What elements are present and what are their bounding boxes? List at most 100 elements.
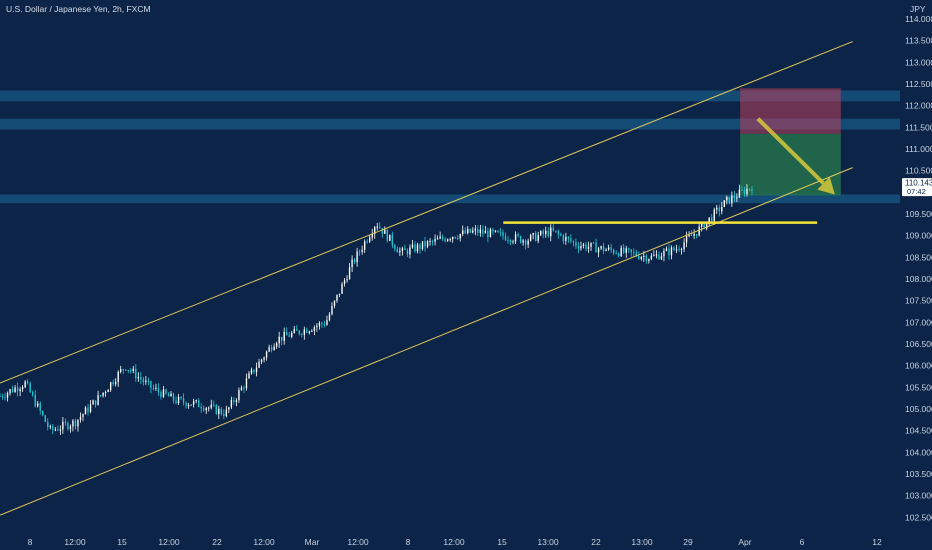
candle bbox=[602, 246, 605, 252]
y-tick-label: 111.500 bbox=[905, 122, 932, 132]
y-tick-label: 114.000 bbox=[905, 14, 932, 24]
candle bbox=[643, 255, 645, 257]
candle bbox=[260, 359, 263, 362]
y-tick-label: 106.500 bbox=[905, 339, 932, 349]
y-tick-label: 107.000 bbox=[905, 317, 932, 327]
candle bbox=[97, 395, 99, 405]
candle bbox=[512, 241, 514, 243]
candle bbox=[62, 421, 64, 430]
candle bbox=[670, 247, 673, 256]
candle bbox=[273, 346, 275, 351]
candle bbox=[4, 397, 6, 399]
candle bbox=[84, 407, 87, 415]
x-tick-label: 22 bbox=[591, 537, 601, 547]
candle bbox=[434, 238, 436, 242]
x-tick-label: 12:00 bbox=[253, 537, 275, 547]
candle bbox=[680, 249, 683, 251]
candle bbox=[597, 248, 600, 253]
candle bbox=[446, 239, 449, 242]
candle bbox=[29, 383, 31, 393]
candle bbox=[477, 228, 479, 233]
candle bbox=[673, 247, 675, 251]
candle bbox=[557, 231, 560, 235]
candle bbox=[215, 404, 217, 415]
overlay-layer bbox=[756, 117, 835, 195]
candle bbox=[610, 247, 612, 250]
candle bbox=[394, 245, 396, 250]
candle bbox=[177, 396, 180, 403]
candle bbox=[431, 241, 434, 243]
candle bbox=[517, 234, 519, 237]
candle bbox=[718, 207, 720, 212]
candle bbox=[504, 236, 507, 241]
candle bbox=[731, 195, 733, 204]
candle bbox=[567, 236, 570, 239]
direction-arrow-shaft bbox=[756, 117, 825, 185]
candle bbox=[114, 382, 117, 385]
candle bbox=[316, 325, 318, 328]
candle bbox=[0, 396, 1, 397]
candle bbox=[660, 256, 663, 260]
candle bbox=[462, 230, 464, 235]
candle bbox=[243, 387, 245, 389]
candle bbox=[348, 267, 351, 280]
candle bbox=[414, 244, 416, 252]
candle bbox=[620, 247, 622, 257]
candle bbox=[509, 240, 512, 242]
candle bbox=[185, 402, 187, 407]
candle bbox=[678, 249, 680, 251]
candle bbox=[283, 332, 285, 341]
y-tick-label: 105.500 bbox=[905, 382, 932, 392]
candle bbox=[522, 240, 524, 243]
candle bbox=[82, 414, 84, 417]
candle bbox=[751, 189, 753, 191]
candle bbox=[379, 226, 381, 229]
y-tick-label: 113.500 bbox=[905, 36, 932, 46]
candle bbox=[436, 238, 439, 240]
candle bbox=[351, 259, 353, 268]
candle bbox=[19, 389, 21, 392]
candle bbox=[318, 322, 321, 326]
candle bbox=[328, 314, 331, 321]
y-tick-label: 107.500 bbox=[905, 296, 932, 306]
candle bbox=[690, 235, 693, 237]
candle bbox=[507, 240, 509, 242]
candle bbox=[716, 207, 718, 210]
candle bbox=[484, 230, 487, 234]
candle bbox=[384, 229, 386, 234]
candle bbox=[683, 242, 685, 250]
candle bbox=[313, 327, 316, 331]
candle bbox=[218, 408, 220, 415]
candle bbox=[225, 409, 228, 416]
candle bbox=[52, 426, 54, 430]
candle bbox=[135, 368, 137, 379]
candle bbox=[595, 242, 597, 253]
x-tick-label: 8 bbox=[28, 537, 33, 547]
candle bbox=[92, 400, 94, 405]
candle bbox=[54, 429, 57, 431]
candle bbox=[361, 249, 363, 252]
candle bbox=[726, 196, 728, 201]
candle bbox=[21, 387, 24, 390]
candle bbox=[275, 343, 278, 347]
candle bbox=[167, 393, 170, 397]
candle bbox=[457, 238, 459, 240]
candle bbox=[633, 252, 635, 254]
candle bbox=[326, 320, 328, 326]
candle bbox=[132, 368, 134, 371]
candle bbox=[130, 370, 132, 372]
candle bbox=[746, 188, 748, 195]
candle bbox=[572, 241, 575, 243]
candle bbox=[331, 305, 333, 315]
candle bbox=[741, 189, 743, 191]
y-tick-label: 105.000 bbox=[905, 404, 932, 414]
candle bbox=[208, 407, 210, 409]
y-tick-label: 103.000 bbox=[905, 491, 932, 501]
candle bbox=[32, 392, 34, 395]
candle bbox=[605, 249, 607, 252]
candle bbox=[24, 381, 26, 388]
candle bbox=[162, 389, 165, 398]
candle bbox=[74, 420, 77, 427]
candle bbox=[127, 370, 129, 372]
